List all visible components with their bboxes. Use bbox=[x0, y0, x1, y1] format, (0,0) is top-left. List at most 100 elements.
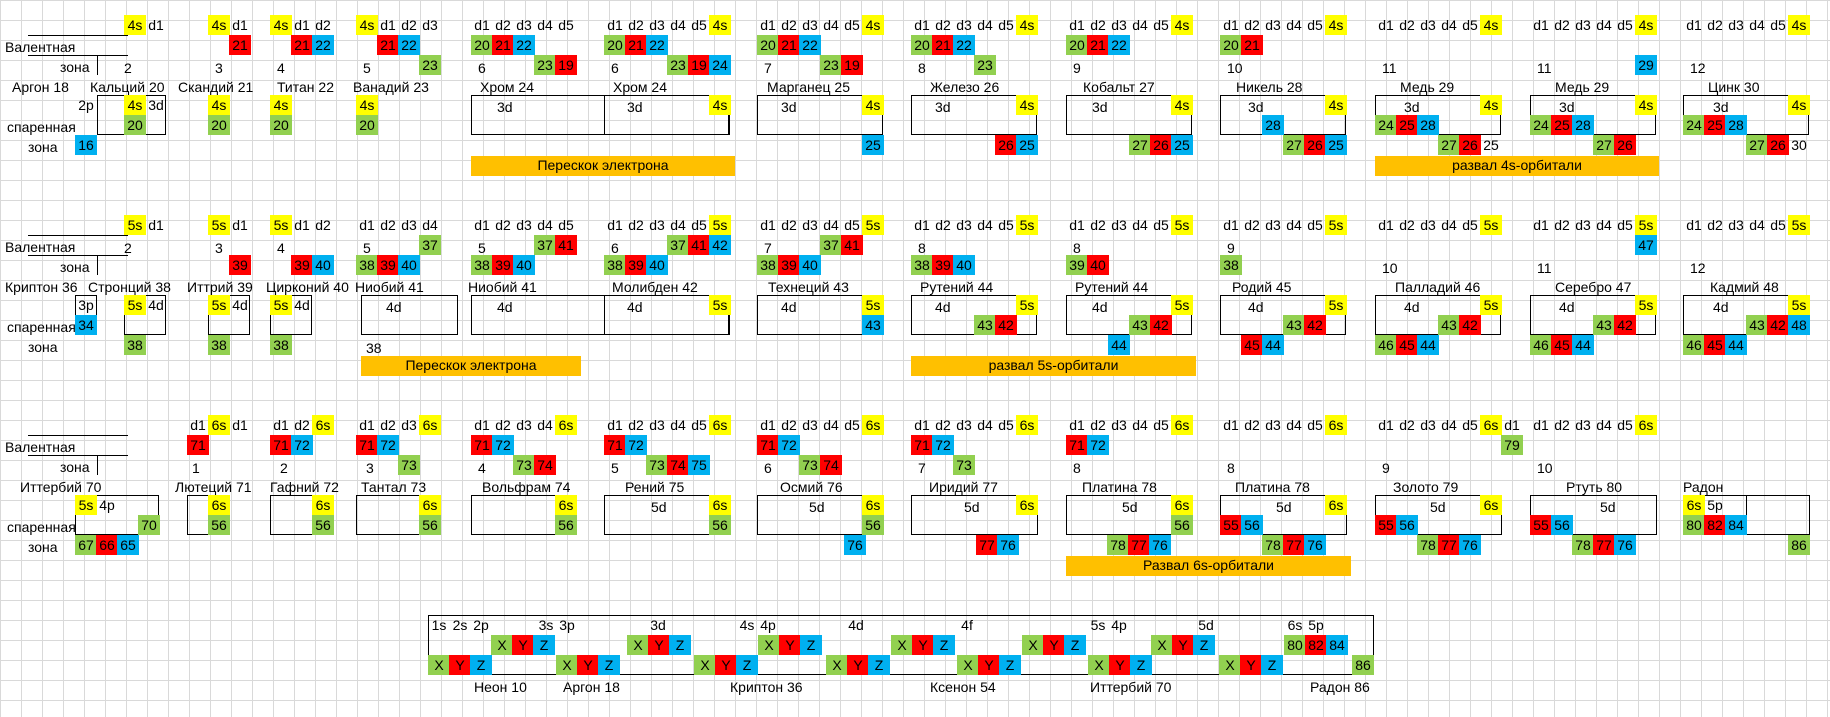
orbital-cell: d1 bbox=[914, 417, 930, 433]
sheet-text: 3 bbox=[215, 240, 223, 256]
sheet-text: спаренная bbox=[7, 519, 76, 535]
orbital-cell: 72 bbox=[1087, 435, 1109, 455]
orbital-cell: Z bbox=[1261, 655, 1283, 675]
orbital-cell: 20 bbox=[1066, 35, 1088, 55]
sheet-text: 11 bbox=[1537, 60, 1552, 76]
orbital-cell: 39 bbox=[291, 255, 313, 275]
orbital-cell: 6s bbox=[862, 415, 884, 435]
sheet-text: Молибден 42 bbox=[612, 279, 698, 295]
sheet-text: зона bbox=[28, 139, 58, 155]
sheet-text: 3 bbox=[366, 460, 374, 476]
orbital-cell: 4s bbox=[356, 15, 378, 35]
orbital-cell: d1 bbox=[1069, 417, 1085, 433]
orbital-cell: 6s bbox=[419, 415, 441, 435]
orbital-cell: Z bbox=[868, 655, 890, 675]
orbital-cell: 71 bbox=[757, 435, 779, 455]
orbital-cell: 27 bbox=[1746, 135, 1768, 155]
orbital-cell: 43 bbox=[1746, 315, 1768, 335]
sheet-text: Технеций 43 bbox=[768, 279, 849, 295]
sheet-text: 7 bbox=[918, 460, 926, 476]
orbital-cell: 5s bbox=[1788, 215, 1810, 235]
sheet-text: 8 bbox=[918, 240, 926, 256]
orbital-cell: 5s bbox=[75, 495, 97, 515]
orbital-cell: d1 bbox=[607, 417, 623, 433]
orbital-cell: 21 bbox=[1241, 35, 1263, 55]
orbital-cell: d2 bbox=[1399, 417, 1415, 433]
orbital-cell: 4s bbox=[862, 95, 884, 115]
orbital-cell: 25 bbox=[1171, 135, 1193, 155]
sheet-text: 6 bbox=[478, 60, 486, 76]
orbital-cell: 20 bbox=[471, 35, 493, 55]
orbital-cell: Y bbox=[779, 635, 801, 655]
orbital-cell: 4d bbox=[232, 297, 248, 313]
orbital-cell: 4s bbox=[739, 617, 755, 633]
orbital-cell: 72 bbox=[291, 435, 313, 455]
orbital-cell: 2s bbox=[452, 617, 468, 633]
orbital-cell: 38 bbox=[757, 255, 779, 275]
sheet-text: Кадмий 48 bbox=[1710, 279, 1779, 295]
orbital-cell: 4s bbox=[1788, 15, 1810, 35]
orbital-cell: 4s bbox=[709, 15, 731, 35]
orbital-cell: 40 bbox=[398, 255, 420, 275]
orbital-cell: 4s bbox=[1171, 15, 1193, 35]
orbital-cell: d4 bbox=[977, 417, 993, 433]
orbital-cell: 16 bbox=[75, 135, 97, 155]
orbital-cell: 5s bbox=[1635, 295, 1657, 315]
orbital-cell: 4s bbox=[270, 15, 292, 35]
orbital-cell: d1 bbox=[359, 217, 375, 233]
orbital-cell: d3 bbox=[649, 217, 665, 233]
sheet-text: 11 bbox=[1537, 260, 1552, 276]
orbital-cell: 28 bbox=[1262, 115, 1284, 135]
orbital-cell: d3 bbox=[1420, 217, 1436, 233]
orbital-cell: 21 bbox=[932, 35, 954, 55]
sheet-text: Кальций 20 bbox=[90, 79, 165, 95]
orbital-cell: d3 bbox=[1575, 217, 1591, 233]
sheet-text: Иттербий 70 bbox=[20, 479, 102, 495]
orbital-cell: 4f bbox=[961, 617, 973, 633]
orbital-cell: 4s bbox=[1788, 95, 1810, 115]
sheet-text: Ниобий 41 bbox=[355, 279, 424, 295]
orbital-cell: d2 bbox=[1707, 217, 1723, 233]
orbital-cell: 73 bbox=[646, 455, 668, 475]
orbital-cell: d1 bbox=[474, 417, 490, 433]
orbital-cell: d2 bbox=[935, 417, 951, 433]
orbital-cell: d1 bbox=[607, 17, 623, 33]
orbital-cell: d5 bbox=[844, 217, 860, 233]
orbital-cell: 28 bbox=[1572, 115, 1594, 135]
orbital-cell: 5s bbox=[270, 215, 292, 235]
rule-line bbox=[28, 55, 128, 56]
orbital-cell: d3 bbox=[1575, 417, 1591, 433]
orbital-cell: 6s bbox=[312, 415, 334, 435]
orbital-cell: d4 bbox=[1132, 217, 1148, 233]
sheet-text: 5d bbox=[809, 499, 825, 515]
orbital-cell: Z bbox=[470, 655, 492, 675]
sheet-text: зона bbox=[60, 59, 90, 75]
orbital-cell: 6s bbox=[1325, 495, 1347, 515]
orbital-cell: 73 bbox=[953, 455, 975, 475]
sheet-text: Радон 86 bbox=[1310, 679, 1370, 695]
sheet-text: Неон 10 bbox=[474, 679, 527, 695]
orbital-cell: d4 bbox=[1132, 417, 1148, 433]
orbital-cell: 5s bbox=[1171, 295, 1193, 315]
orbital-cell: 67 bbox=[75, 535, 97, 555]
orbital-cell: d1 bbox=[294, 217, 310, 233]
sheet-text: 4d bbox=[781, 299, 797, 315]
orbital-cell: d4 bbox=[1286, 17, 1302, 33]
orbital-cell: 43 bbox=[1593, 315, 1615, 335]
orbital-cell: d4 bbox=[1286, 417, 1302, 433]
orbital-cell: d1 bbox=[1533, 417, 1549, 433]
orbital-cell: 86 bbox=[1788, 535, 1810, 555]
sheet-text: Платина 78 bbox=[1082, 479, 1157, 495]
sheet-text: Цирконий 40 bbox=[266, 279, 349, 295]
sheet-text: спаренная bbox=[7, 319, 76, 335]
orbital-cell: 38 bbox=[208, 335, 230, 355]
orbital-cell: 22 bbox=[1108, 35, 1130, 55]
orbital-cell: Y bbox=[1172, 635, 1194, 655]
orbital-cell: 76 bbox=[997, 535, 1019, 555]
orbital-cell: 24 bbox=[1375, 115, 1397, 135]
orbital-cell: d1 bbox=[148, 217, 164, 233]
orbital-cell: 40 bbox=[1087, 255, 1109, 275]
orbital-cell: 56 bbox=[208, 515, 230, 535]
orbital-cell: 37 bbox=[667, 235, 689, 255]
orbital-cell: 56 bbox=[1241, 515, 1263, 535]
